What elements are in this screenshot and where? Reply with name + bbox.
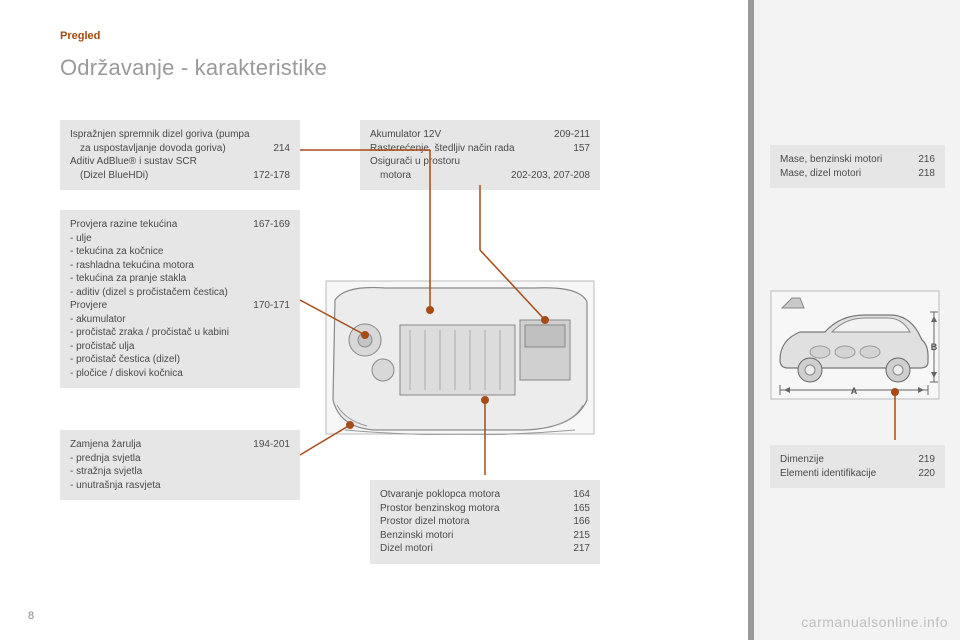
page-ref: 172-178 (253, 169, 290, 183)
page-ref: 194-201 (253, 438, 290, 452)
text: Osigurači u prostoru (370, 155, 590, 169)
list: prednja svjetla stražnja svjetla unutraš… (70, 452, 290, 493)
section-tab: Pregled (60, 30, 100, 42)
page-ref: 216 (918, 153, 935, 167)
page-ref: 217 (573, 542, 590, 556)
dim-label-a: A (851, 386, 858, 396)
text: Dimenzije (780, 453, 918, 467)
list-item: pločice / diskovi kočnica (70, 367, 290, 381)
list-item: tekućina za pranje stakla (70, 272, 290, 286)
text: za uspostavljanje dovoda goriva) (80, 142, 226, 156)
box-engine-opening: Otvaranje poklopca motora164 Prostor ben… (370, 480, 600, 564)
text: (Dizel BlueHDi) (80, 169, 148, 183)
list: akumulator pročistač zraka / pročistač u… (70, 313, 290, 381)
box-fluid-levels: Provjera razine tekućina167-169 ulje tek… (60, 210, 300, 388)
page-ref: 220 (918, 467, 935, 481)
text: Rasterećenje, štedljiv način rada (370, 142, 573, 156)
list-item: prednja svjetla (70, 452, 290, 466)
list-item: akumulator (70, 313, 290, 327)
list-item: aditiv (dizel s pročistačem čestica) (70, 286, 290, 300)
page-ref: 215 (573, 529, 590, 543)
engine-bay-figure (325, 280, 595, 435)
text: Akumulator 12V (370, 128, 554, 142)
engine-bay-svg (325, 280, 595, 435)
watermark: carmanualsonline.info (801, 614, 948, 630)
text: Prostor dizel motora (380, 515, 573, 529)
list-item: tekućina za kočnice (70, 245, 290, 259)
box-dimensions: Dimenzije219 Elementi identifikacije220 (770, 445, 945, 488)
box-masses: Mase, benzinski motori216 Mase, dizel mo… (770, 145, 945, 188)
page-ref: 219 (918, 453, 935, 467)
column-divider (748, 0, 754, 640)
box-fuel-adblue: Ispražnjen spremnik dizel goriva (pumpa … (60, 120, 300, 190)
car-dimensions-figure: A B (770, 290, 940, 400)
list-item: stražnja svjetla (70, 465, 290, 479)
page-ref: 164 (573, 488, 590, 502)
list-item: unutrašnja rasvjeta (70, 479, 290, 493)
text: Benzinski motori (380, 529, 573, 543)
page-ref: 165 (573, 502, 590, 516)
text: Provjere (70, 299, 253, 313)
text: Ispražnjen spremnik dizel goriva (pumpa (70, 128, 290, 142)
list-item: pročistač zraka / pročistač u kabini (70, 326, 290, 340)
text: motora (380, 169, 411, 183)
dim-label-b: B (931, 342, 938, 352)
text: Mase, benzinski motori (780, 153, 918, 167)
page-ref: 202-203, 207-208 (511, 169, 590, 183)
page-ref: 166 (573, 515, 590, 529)
text: Aditiv AdBlue® i sustav SCR (70, 155, 290, 169)
text: Prostor benzinskog motora (380, 502, 573, 516)
text: Dizel motori (380, 542, 573, 556)
box-bulb-replacement: Zamjena žarulja194-201 prednja svjetla s… (60, 430, 300, 500)
manual-page: Pregled Održavanje - karakteristike 8 ca… (0, 0, 960, 640)
page-ref: 170-171 (253, 299, 290, 313)
page-ref: 209-211 (554, 128, 590, 142)
list-item: pročistač čestica (dizel) (70, 353, 290, 367)
page-ref: 167-169 (253, 218, 290, 232)
list-item: rashladna tekućina motora (70, 259, 290, 273)
text: Zamjena žarulja (70, 438, 253, 452)
page-ref: 218 (918, 167, 935, 181)
page-ref: 214 (273, 142, 290, 156)
box-battery-fuses: Akumulator 12V209-211 Rasterećenje, šted… (360, 120, 600, 190)
page-ref: 157 (573, 142, 590, 156)
page-title: Održavanje - karakteristike (60, 55, 327, 81)
list-item: pročistač ulja (70, 340, 290, 354)
list-item: ulje (70, 232, 290, 246)
page-number: 8 (28, 610, 34, 622)
text: Mase, dizel motori (780, 167, 918, 181)
text: Otvaranje poklopca motora (380, 488, 573, 502)
list: ulje tekućina za kočnice rashladna tekuć… (70, 232, 290, 300)
text: Elementi identifikacije (780, 467, 918, 481)
car-svg: A B (770, 290, 940, 400)
text: Provjera razine tekućina (70, 218, 253, 232)
